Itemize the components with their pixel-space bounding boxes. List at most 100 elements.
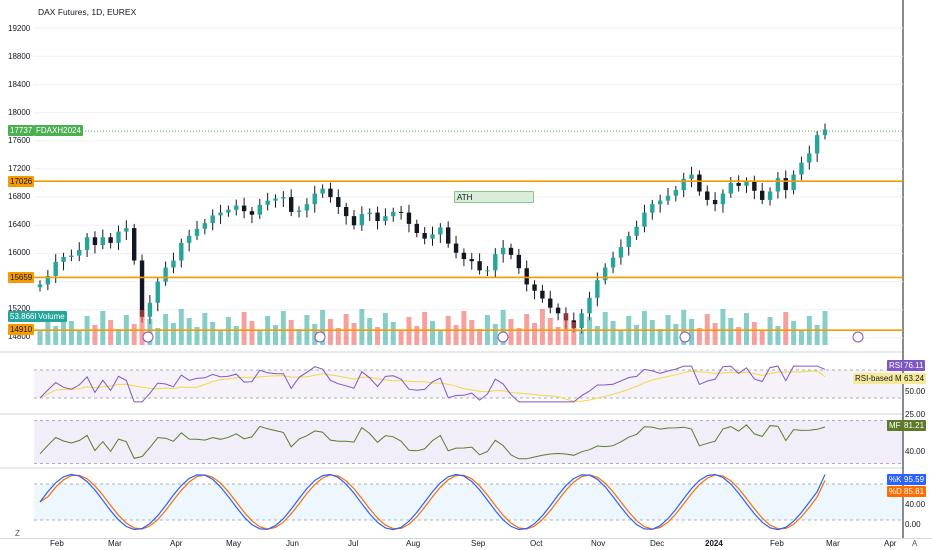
volume-bar [218, 331, 224, 345]
candle-body [453, 243, 459, 253]
candle-body [383, 216, 388, 222]
volume-bar [100, 311, 106, 345]
candle-body [406, 212, 412, 224]
volume-bar [594, 326, 600, 345]
candle-body [446, 227, 451, 244]
volume-bar [547, 318, 553, 345]
volume-bar [453, 325, 459, 345]
rsi-ma-value-tag: 63.24 [902, 373, 927, 384]
volume-bar [822, 311, 828, 345]
rsi-axis-tick: 25.00 [905, 410, 926, 419]
time-tick: May [226, 539, 242, 548]
candle-body [720, 193, 726, 205]
level-tag-14910: 14910 [8, 324, 35, 335]
timezone-icon[interactable]: Z [15, 529, 20, 538]
volume-bar [579, 331, 585, 345]
volume-bar [673, 324, 679, 345]
stoch-d-value-tag: 85.81 [902, 486, 927, 497]
time-tick: Sep [471, 539, 486, 548]
volume-bar [37, 331, 43, 345]
rsi-value-tag: 76.11 [902, 360, 926, 371]
candle-body [367, 212, 372, 215]
candle-body [650, 204, 655, 213]
volume-bar [233, 326, 239, 345]
candle-body [234, 205, 239, 210]
price-tick: 18400 [8, 80, 31, 89]
mfi-value-tag: 81.21 [902, 420, 927, 431]
volume-bar [744, 313, 749, 345]
volume-bar [814, 325, 820, 345]
ath-annotation[interactable]: ATH [454, 191, 534, 203]
candle-body [124, 228, 129, 232]
volume-bar [571, 322, 577, 345]
volume-bar [500, 310, 506, 345]
volume-bar [288, 320, 294, 345]
volume-bar [170, 323, 176, 345]
time-tick: Aug [406, 539, 421, 548]
volume-bar [116, 329, 121, 345]
candle-body [555, 307, 561, 314]
price-tick: 18000 [8, 108, 31, 117]
time-axis[interactable] [0, 538, 932, 550]
candle-body [524, 268, 529, 285]
auto-scale-toggle[interactable]: A [912, 539, 918, 548]
volume-bar [68, 321, 74, 345]
price-tick: 16000 [8, 248, 31, 257]
volume-bar [798, 330, 804, 345]
candle-body [595, 280, 600, 298]
candle-body [226, 209, 231, 213]
candle-body [77, 249, 82, 256]
candle-body [320, 188, 325, 194]
rsi-name-tag: RSI [887, 360, 905, 371]
level-tag-15659: 15659 [8, 272, 35, 283]
candle-body [508, 247, 514, 255]
volume-bar [155, 328, 161, 345]
volume-bar [53, 326, 59, 345]
volume-bar [367, 318, 373, 345]
chart-title: DAX Futures, 1D, EUREX [38, 7, 137, 17]
candle-body [799, 162, 804, 175]
candle-body [697, 174, 702, 192]
level-tag-17026: 17026 [8, 176, 35, 187]
price-tick: 17600 [8, 136, 31, 145]
candle-body [289, 197, 294, 212]
indicator-band [34, 420, 903, 464]
candle-body [587, 297, 592, 314]
candle-body [610, 257, 616, 268]
volume-bar [783, 312, 789, 345]
volume-bar [634, 325, 640, 345]
volume-bar [131, 324, 137, 345]
stoch-axis-tick: 40.00 [905, 500, 926, 509]
candle-body [147, 302, 153, 317]
candle-body [61, 256, 66, 262]
time-tick: Jun [286, 539, 299, 548]
volume-bar [657, 329, 663, 345]
candle-body [469, 259, 474, 262]
time-tick: 2024 [705, 539, 723, 548]
volume-bar [602, 312, 608, 345]
mfi-name-tag: MF [887, 420, 903, 431]
volume-bar [469, 320, 475, 345]
candle-body [265, 200, 270, 205]
event-marker-icon [852, 331, 864, 343]
event-marker-icon [497, 331, 509, 343]
candle-body [218, 212, 223, 216]
volume-bar [61, 312, 67, 345]
volume-bar [689, 319, 695, 345]
volume-bar [610, 321, 616, 345]
volume-bar [92, 325, 98, 345]
candle-body [791, 174, 796, 191]
volume-bar [390, 322, 396, 345]
candle-body [132, 228, 137, 261]
candle-body [642, 212, 647, 227]
candle-body [626, 235, 631, 248]
volume-bar [320, 310, 326, 345]
volume-bar [108, 320, 114, 345]
candle-body [53, 261, 58, 276]
last-price-tag: 17737 [8, 125, 35, 136]
candle-body [328, 188, 333, 198]
time-tick: Apr [170, 539, 183, 548]
candle-body [398, 211, 404, 213]
